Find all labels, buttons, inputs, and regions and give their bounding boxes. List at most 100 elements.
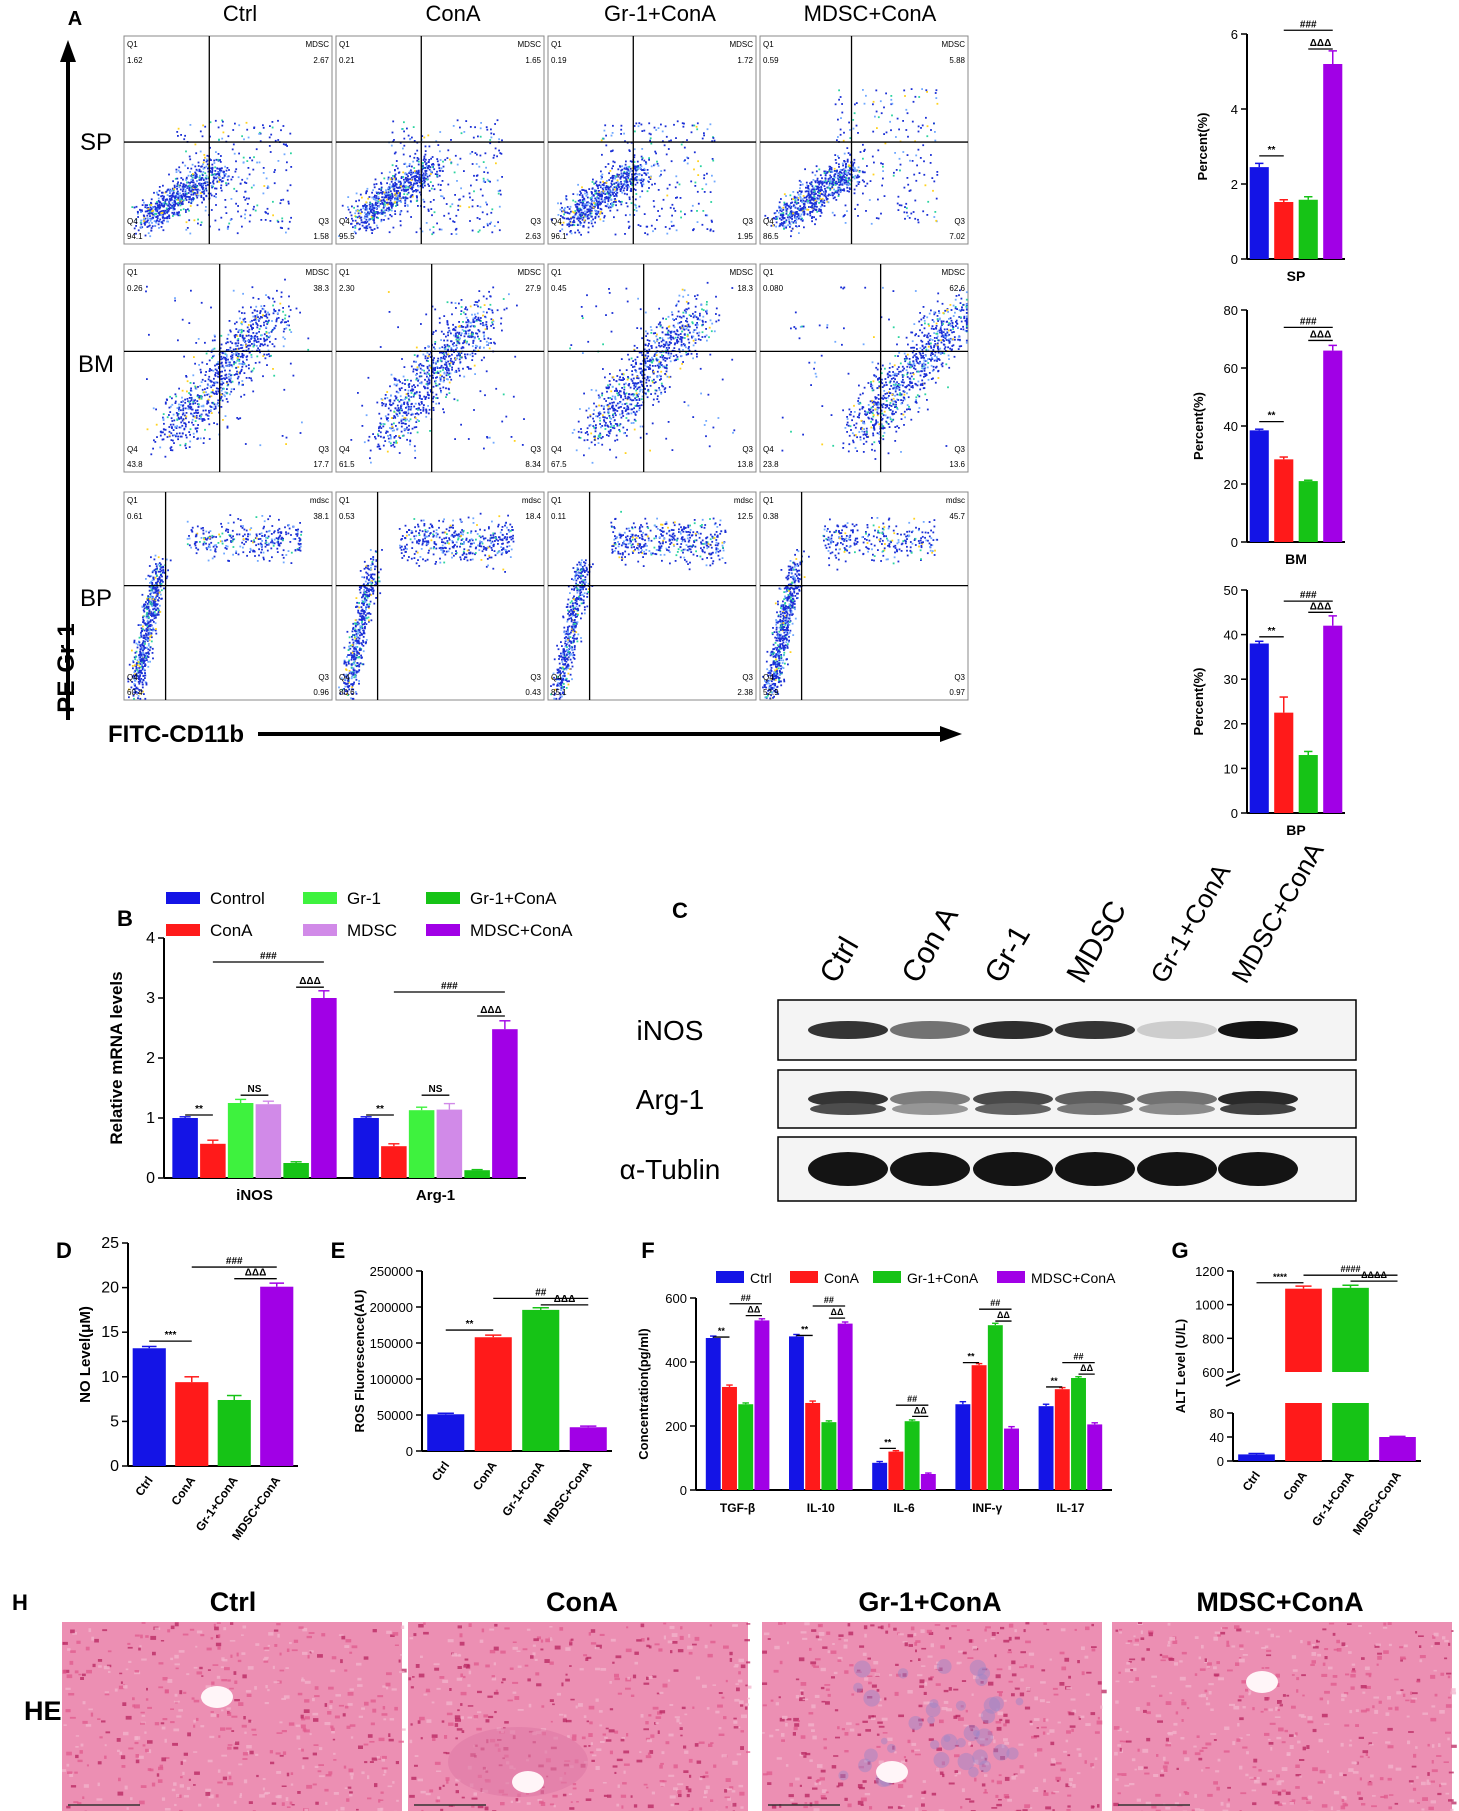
event-dot [782,217,785,220]
event-dot [425,222,428,224]
event-dot [414,457,417,459]
event-dot [195,176,198,178]
event-dot [205,189,208,192]
event-dot [785,209,788,212]
event-dot [862,89,864,91]
event-dot [228,372,231,375]
event-dot [172,207,175,210]
event-dot [446,372,449,374]
event-dot [425,313,428,316]
event-dot [674,210,677,212]
event-dot [898,128,900,131]
event-dot [200,381,203,383]
event-dot [282,345,285,348]
event-dot [398,197,401,200]
event-dot [834,182,837,185]
event-dot [625,202,628,204]
event-dot [425,162,428,165]
event-dot [490,128,492,131]
event-dot [243,372,246,374]
event-dot [460,132,463,135]
event-dot [172,215,174,217]
event-dot [439,387,442,390]
event-dot [464,357,467,360]
event-dot [604,193,607,195]
event-dot [198,364,200,366]
event-dot [561,228,564,231]
event-dot [152,407,155,410]
event-dot [676,181,679,184]
event-dot [168,188,171,191]
event-dot [582,200,584,203]
event-dot [839,189,842,191]
event-dot [197,406,200,408]
event-dot [180,200,183,203]
event-dot [411,173,413,175]
event-dot [204,172,207,175]
event-dot [260,325,262,328]
event-dot [631,178,634,181]
event-dot [387,291,390,293]
event-dot [927,200,930,203]
event-dot [619,177,622,180]
event-dot [412,175,415,178]
event-dot [591,207,593,209]
event-dot [227,175,230,178]
row-label: BM [78,351,114,378]
event-dot [784,206,787,208]
event-dot [661,130,664,133]
event-dot [872,100,875,103]
event-dot [847,169,849,172]
event-dot [486,436,489,439]
event-dot [201,165,203,168]
event-dot [359,216,362,219]
event-dot [381,192,384,195]
event-dot [837,193,840,196]
event-dot [590,202,593,205]
event-dot [603,129,606,132]
event-dot [209,182,212,184]
event-dot [209,368,211,370]
event-dot [633,148,636,151]
event-dot [244,209,247,212]
event-dot [165,190,168,193]
event-dot [400,430,403,433]
event-dot [251,159,254,162]
event-dot [207,176,210,179]
event-dot [424,145,427,148]
event-dot [442,408,444,411]
event-dot [847,180,849,183]
event-dot [451,353,453,356]
event-dot [151,225,154,228]
event-dot [610,134,613,137]
event-dot [197,338,200,340]
event-dot [220,216,223,219]
event-dot [491,311,494,314]
event-dot [623,192,626,195]
event-dot [411,165,413,168]
event-dot [586,196,589,199]
event-dot [374,201,377,204]
event-dot [424,166,427,169]
event-dot [831,191,834,194]
event-dot [875,217,878,219]
event-dot [215,363,218,366]
event-dot [841,189,844,191]
event-dot [625,173,628,176]
event-dot [462,367,464,370]
event-dot [836,176,839,178]
event-dot [389,197,391,200]
event-dot [245,358,248,361]
event-dot [155,221,158,224]
event-dot [823,194,826,197]
event-dot [399,200,402,202]
event-dot [402,153,405,156]
event-dot [815,202,817,205]
event-dot [567,217,569,220]
event-dot [360,211,363,213]
event-dot [400,176,403,178]
event-dot [387,193,389,195]
event-dot [389,437,392,440]
event-dot [376,205,379,207]
event-dot [384,214,387,217]
